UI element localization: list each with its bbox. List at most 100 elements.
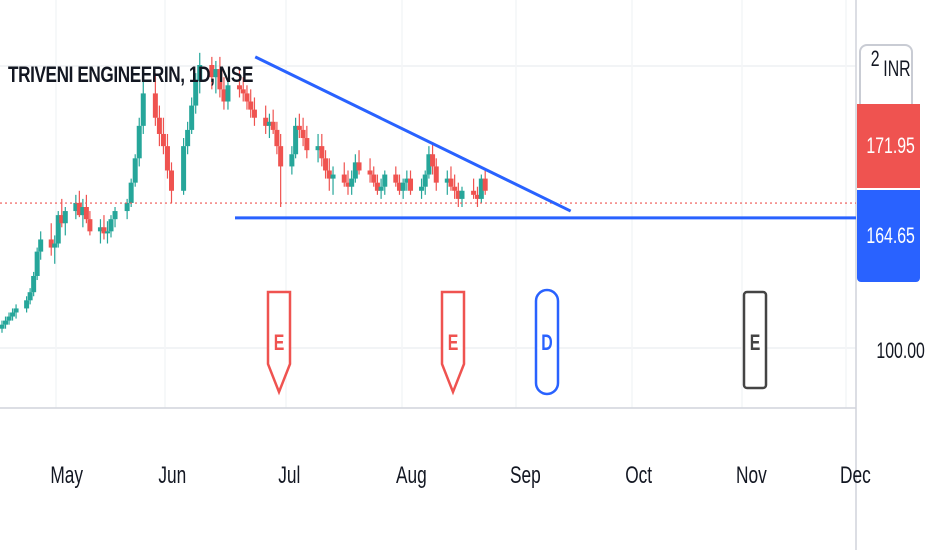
candle-body	[3, 320, 9, 325]
candle-body	[422, 174, 428, 187]
event-badge	[534, 288, 560, 396]
candle-body	[371, 174, 377, 183]
currency-label: INR	[883, 56, 911, 81]
candle-body	[124, 202, 130, 212]
candle-body	[38, 239, 44, 252]
candle-body	[452, 186, 458, 191]
candle-body	[263, 117, 269, 126]
candle-body	[189, 105, 195, 130]
candle-body	[248, 101, 254, 110]
candle-body	[164, 146, 170, 171]
resistance-trendline	[254, 55, 572, 213]
candle-body	[209, 65, 215, 78]
candle-body	[10, 312, 16, 317]
candle-body	[300, 129, 306, 139]
candle-body	[482, 178, 488, 191]
candle-body	[76, 202, 82, 216]
event-letter: E	[448, 332, 459, 356]
candle-body	[293, 125, 299, 155]
time-label-nov: Nov	[735, 462, 767, 489]
candle-body	[24, 300, 30, 309]
event-badge	[266, 290, 292, 396]
candle-body	[156, 117, 162, 134]
candle-body	[266, 121, 272, 126]
candle-body	[430, 154, 436, 167]
candle-body	[152, 93, 158, 118]
candle-body	[251, 109, 257, 118]
candle-body	[34, 251, 40, 276]
candle-body	[128, 182, 134, 203]
last-price-tag: 171.95	[857, 104, 920, 188]
candle-body	[444, 178, 450, 183]
candle-body	[345, 182, 351, 187]
candle-body	[181, 146, 187, 191]
time-label-aug: Aug	[395, 462, 427, 489]
event-marker-earnings: E	[440, 290, 466, 396]
candle-body	[349, 178, 355, 187]
event-letter: E	[750, 332, 761, 356]
candle-body	[367, 170, 373, 175]
candle-body	[341, 174, 347, 183]
candle-body	[378, 186, 384, 191]
candle-body	[62, 211, 68, 224]
candle-body	[408, 178, 414, 191]
candle-body	[304, 138, 310, 151]
candle-body	[356, 162, 362, 171]
candle-body	[323, 158, 329, 171]
candle-body	[48, 239, 54, 248]
candle-body	[274, 129, 280, 147]
event-marker-earnings-upcoming: E	[742, 290, 768, 390]
candle-body	[426, 154, 432, 175]
candle-body	[6, 316, 12, 321]
event-letter: E	[274, 332, 285, 356]
candle-body	[315, 146, 321, 151]
time-label-oct: Oct	[625, 462, 653, 489]
level-price-tag: 164.65	[857, 190, 920, 282]
candle-body	[393, 174, 399, 183]
price-tick-100: 100.00	[876, 338, 925, 363]
candle-body	[471, 190, 477, 195]
candle-body	[112, 211, 118, 220]
candle-body	[221, 89, 227, 102]
candle-body	[240, 89, 246, 94]
event-marker-dividend: D	[534, 288, 560, 396]
candle-body	[326, 170, 332, 179]
candle-body	[278, 146, 284, 167]
time-label-dec: Dec	[839, 462, 871, 489]
event-badge	[742, 290, 768, 390]
candle-body	[108, 219, 114, 232]
candle-body	[55, 215, 61, 244]
candle-body	[132, 158, 138, 183]
candle-body	[27, 292, 33, 301]
candle-body	[169, 170, 174, 191]
candle-body	[13, 308, 19, 313]
drawings[interactable]	[0, 55, 856, 220]
candle-body	[404, 178, 410, 183]
candle-body	[319, 146, 325, 159]
candle-body	[97, 227, 103, 232]
candle-body	[374, 182, 380, 191]
candle-body	[400, 182, 406, 191]
time-label-jun: Jun	[158, 462, 187, 489]
time-label-may: May	[50, 462, 83, 489]
candle-body	[474, 194, 480, 199]
candle-body	[289, 154, 295, 167]
candle-body	[104, 231, 110, 234]
candle-body	[448, 178, 454, 187]
candle-body	[217, 69, 223, 90]
candle-body	[73, 202, 79, 212]
candle-body	[185, 129, 191, 147]
candle-body	[193, 81, 199, 106]
candle-body	[31, 275, 37, 293]
candle-body	[83, 207, 89, 220]
candle-body	[225, 85, 231, 102]
candle-body	[59, 215, 65, 224]
candle-body	[213, 69, 219, 78]
candle-body	[101, 227, 107, 234]
candle-body	[459, 190, 465, 199]
candle-body	[433, 166, 439, 183]
candle-body	[352, 162, 358, 179]
